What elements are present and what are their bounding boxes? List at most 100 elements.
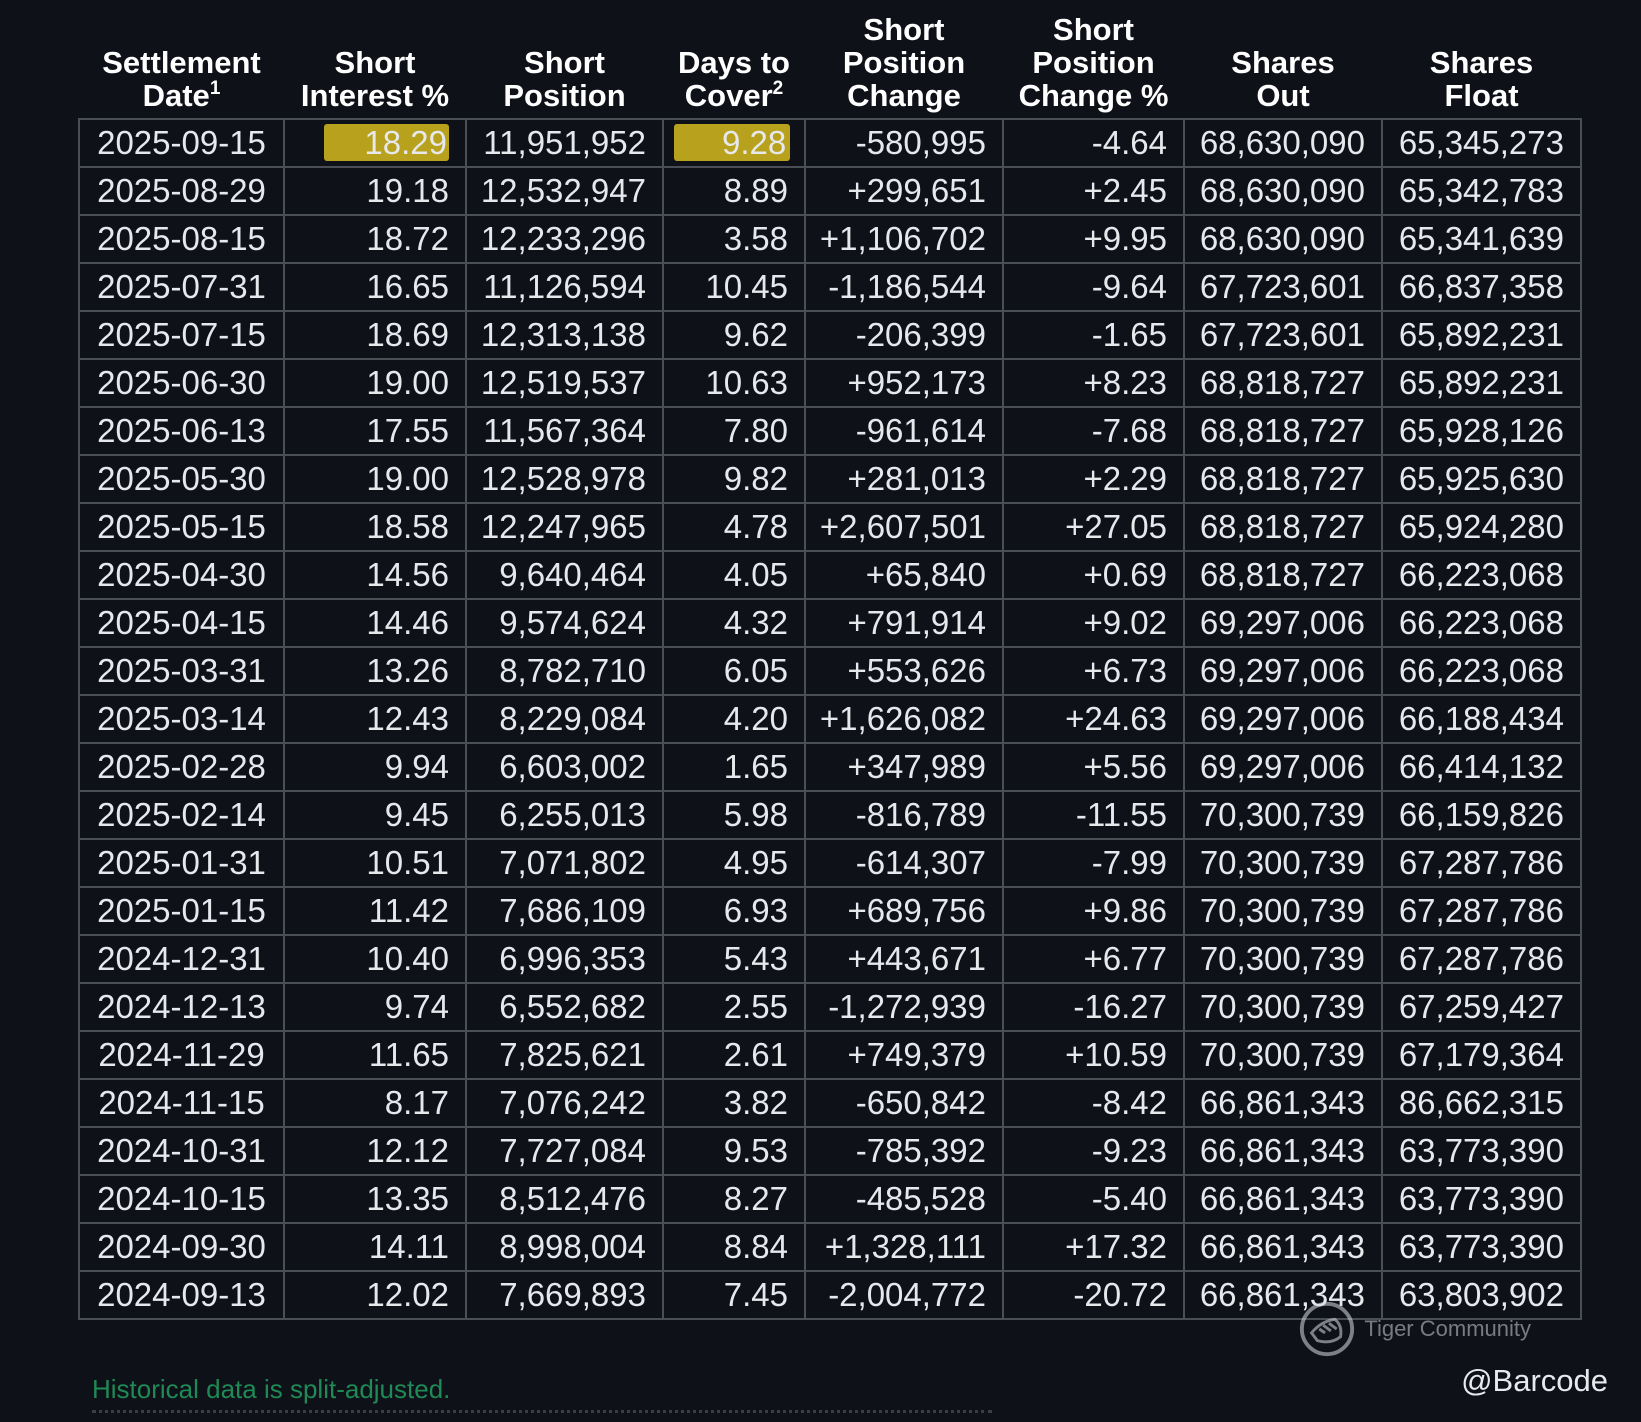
cell-short-position-change: +347,989 xyxy=(804,742,1004,792)
cell-short-position: 12,532,947 xyxy=(465,166,664,216)
cell-short-position-change-pct: -16.27 xyxy=(1002,982,1185,1032)
footnote-marker: 2 xyxy=(772,78,784,99)
cell-short-position-change: -580,995 xyxy=(804,118,1004,168)
cell-days-to-cover: 9.53 xyxy=(662,1126,806,1176)
cell-shares-float: 66,223,068 xyxy=(1381,646,1582,696)
cell-days-to-cover: 6.05 xyxy=(662,646,806,696)
cell-shares-out: 67,723,601 xyxy=(1183,262,1383,312)
cell-shares-out: 68,818,727 xyxy=(1183,358,1383,408)
cell-shares-out: 69,297,006 xyxy=(1183,646,1383,696)
highlighted-value: 18.29 xyxy=(324,124,449,161)
cell-short-position: 6,996,353 xyxy=(465,934,664,984)
column-header-line: Out xyxy=(1256,78,1310,113)
cell-short-position-change-pct: -4.64 xyxy=(1002,118,1185,168)
cell-short-position-change-pct: +27.05 xyxy=(1002,502,1185,552)
cell-short-position-change: +952,173 xyxy=(804,358,1004,408)
column-header-settlement-date: Settlement Date1 xyxy=(79,8,284,119)
cell-short-position-change-pct: +2.45 xyxy=(1002,166,1185,216)
cell-short-position-change: -785,392 xyxy=(804,1126,1004,1176)
cell-days-to-cover: 5.43 xyxy=(662,934,806,984)
cell-shares-out: 69,297,006 xyxy=(1183,694,1383,744)
cell-shares-float: 67,259,427 xyxy=(1381,982,1582,1032)
column-header-line: Days to xyxy=(678,45,790,80)
tiger-community-logo-icon xyxy=(1300,1301,1355,1357)
table-row: 2025-08-29 19.18 12,532,947 8.89 +299,651 +2.… xyxy=(78,166,1582,216)
cell-short-position-change: +443,671 xyxy=(804,934,1004,984)
cell-short-position-change-pct: +17.32 xyxy=(1002,1222,1185,1272)
cell-days-to-cover: 7.45 xyxy=(662,1270,806,1320)
table-header-row: Settlement Date1 Short Interest % Short Posit… xyxy=(79,8,1581,119)
cell-short-position-change-pct: -7.68 xyxy=(1002,406,1185,456)
cell-days-to-cover: 9.82 xyxy=(662,454,806,504)
table-row: 2025-09-15 18.29 11,951,952 9.28 -580,995 -4.… xyxy=(78,118,1582,168)
cell-short-position-change-pct: -5.40 xyxy=(1002,1174,1185,1224)
cell-settlement-date: 2024-12-13 xyxy=(78,982,285,1032)
cell-days-to-cover: 8.89 xyxy=(662,166,806,216)
cell-short-interest-pct: 19.00 xyxy=(283,358,467,408)
cell-short-interest-pct: 18.72 xyxy=(283,214,467,264)
column-header-line: Float xyxy=(1444,78,1519,113)
cell-settlement-date: 2025-07-15 xyxy=(78,310,285,360)
cell-short-position-change: -614,307 xyxy=(804,838,1004,888)
cell-days-to-cover: 1.65 xyxy=(662,742,806,792)
cell-settlement-date: 2025-03-14 xyxy=(78,694,285,744)
cell-settlement-date: 2025-08-29 xyxy=(78,166,285,216)
cell-settlement-date: 2025-03-31 xyxy=(78,646,285,696)
cell-shares-float: 67,287,786 xyxy=(1381,886,1582,936)
cell-short-position: 12,519,537 xyxy=(465,358,664,408)
cell-short-position-change: +299,651 xyxy=(804,166,1004,216)
cell-short-position: 11,126,594 xyxy=(465,262,664,312)
cell-short-position-change: -1,272,939 xyxy=(804,982,1004,1032)
table-row: 2025-01-31 10.51 7,071,802 4.95 -614,307 -7.9… xyxy=(78,838,1582,888)
cell-short-interest-pct: 12.43 xyxy=(283,694,467,744)
cell-short-position-change-pct: -8.42 xyxy=(1002,1078,1185,1128)
cell-short-position: 12,528,978 xyxy=(465,454,664,504)
table-row: 2025-05-30 19.00 12,528,978 9.82 +281,013 +2.… xyxy=(78,454,1582,504)
cell-short-position: 6,603,002 xyxy=(465,742,664,792)
cell-days-to-cover: 2.55 xyxy=(662,982,806,1032)
cell-short-position-change: -1,186,544 xyxy=(804,262,1004,312)
footnote-cutoff-line xyxy=(92,1410,992,1422)
highlighted-value: 9.28 xyxy=(674,124,791,161)
cell-settlement-date: 2025-06-13 xyxy=(78,406,285,456)
cell-short-position-change: -485,528 xyxy=(804,1174,1004,1224)
cell-short-position-change-pct: +5.56 xyxy=(1002,742,1185,792)
table-row: 2025-06-13 17.55 11,567,364 7.80 -961,614 -7.… xyxy=(78,406,1582,456)
column-header-line: Cover xyxy=(684,78,773,113)
table-row: 2025-08-15 18.72 12,233,296 3.58 +1,106,702 +… xyxy=(78,214,1582,264)
cell-short-position: 9,640,464 xyxy=(465,550,664,600)
cell-shares-out: 68,818,727 xyxy=(1183,550,1383,600)
column-header-line: Settlement xyxy=(102,45,261,80)
footnote-marker: 1 xyxy=(209,78,221,99)
column-header-line: Interest % xyxy=(300,78,450,113)
cell-days-to-cover: 8.27 xyxy=(662,1174,806,1224)
cell-days-to-cover: 4.20 xyxy=(662,694,806,744)
cell-shares-out: 66,861,343 xyxy=(1183,1078,1383,1128)
cell-short-interest-pct: 13.26 xyxy=(283,646,467,696)
table-row: 2025-03-14 12.43 8,229,084 4.20 +1,626,082 +2… xyxy=(78,694,1582,744)
column-header-shares-float: Shares Float xyxy=(1382,8,1581,119)
cell-shares-out: 70,300,739 xyxy=(1183,934,1383,984)
cell-settlement-date: 2024-10-15 xyxy=(78,1174,285,1224)
cell-settlement-date: 2025-05-15 xyxy=(78,502,285,552)
cell-short-position-change-pct: +9.02 xyxy=(1002,598,1185,648)
cell-short-position-change: +281,013 xyxy=(804,454,1004,504)
cell-short-position: 7,727,084 xyxy=(465,1126,664,1176)
cell-short-position: 8,229,084 xyxy=(465,694,664,744)
cell-short-interest-pct: 11.42 xyxy=(283,886,467,936)
cell-settlement-date: 2024-11-29 xyxy=(78,1030,285,1080)
cell-short-interest-pct: 18.58 xyxy=(283,502,467,552)
cell-shares-float: 67,179,364 xyxy=(1381,1030,1582,1080)
column-header-line: Short xyxy=(524,45,605,80)
cell-shares-float: 66,223,068 xyxy=(1381,598,1582,648)
cell-short-position-change: +1,626,082 xyxy=(804,694,1004,744)
cell-shares-out: 70,300,739 xyxy=(1183,838,1383,888)
cell-short-interest-pct: 10.51 xyxy=(283,838,467,888)
cell-shares-out: 66,861,343 xyxy=(1183,1222,1383,1272)
table-row: 2024-11-29 11.65 7,825,621 2.61 +749,379 +10.… xyxy=(78,1030,1582,1080)
cell-settlement-date: 2024-12-31 xyxy=(78,934,285,984)
cell-short-position-change: +1,328,111 xyxy=(804,1222,1004,1272)
cell-shares-float: 63,773,390 xyxy=(1381,1126,1582,1176)
cell-days-to-cover: 9.62 xyxy=(662,310,806,360)
column-header-short-position-change: Short Position Change xyxy=(805,8,1003,119)
